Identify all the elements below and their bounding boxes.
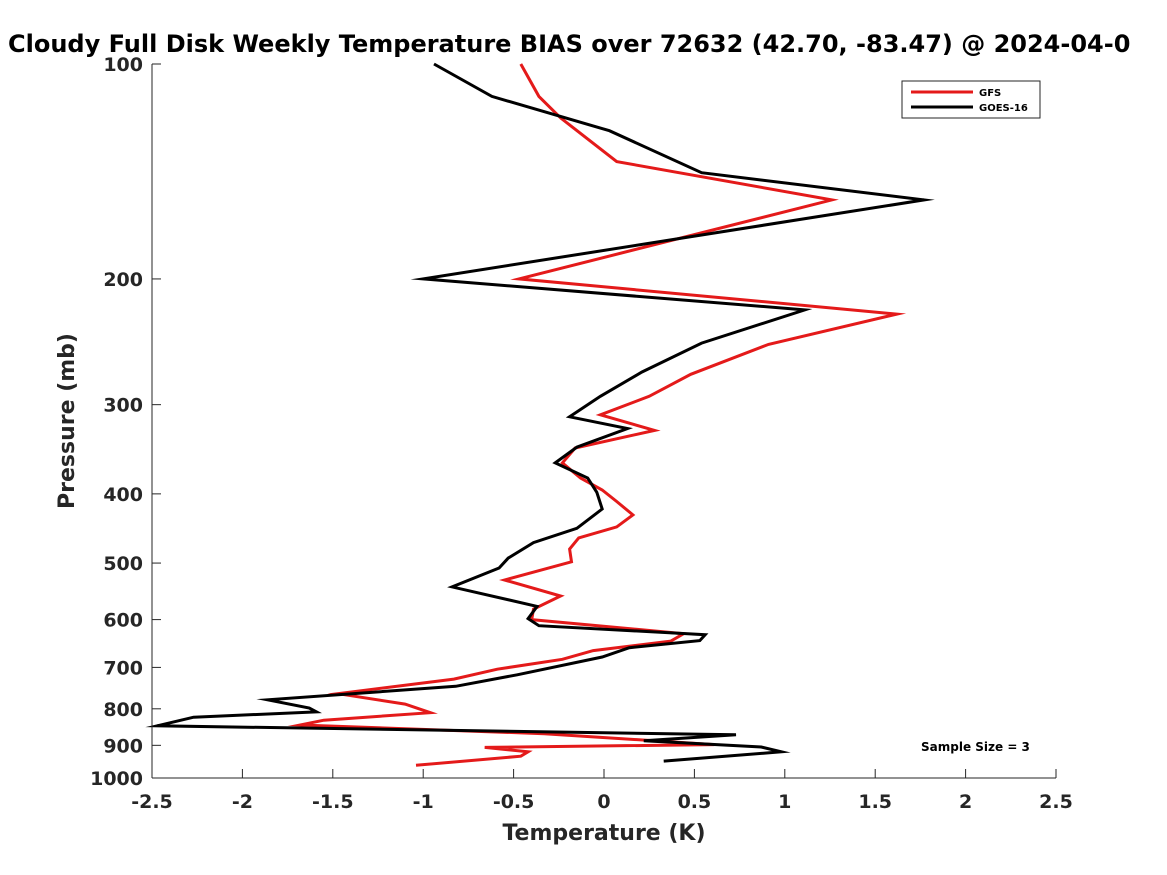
x-axis-label: Temperature (K) — [502, 821, 705, 846]
chart-title: Cloudy Full Disk Weekly Temperature BIAS… — [8, 30, 1130, 58]
y-tick-label: 100 — [103, 54, 143, 76]
series-line-goes16 — [145, 62, 935, 763]
x-tick-label: 1 — [778, 791, 791, 813]
x-tick-label: 2 — [959, 791, 972, 813]
x-tick-label: -1 — [413, 791, 434, 813]
y-tick-label: 800 — [103, 699, 143, 721]
plot-area — [145, 62, 935, 767]
sample-size-annotation: Sample Size = 3 — [921, 740, 1030, 754]
x-tick-label: -0.5 — [493, 791, 535, 813]
series-line-gfs — [287, 63, 907, 767]
y-tick-label: 500 — [103, 553, 143, 575]
y-tick-label: 400 — [103, 484, 143, 506]
x-tick-label: -2 — [232, 791, 253, 813]
y-tick-label: 900 — [103, 735, 143, 757]
x-tick-label: 0.5 — [678, 791, 712, 813]
x-tick-label: 1.5 — [858, 791, 892, 813]
x-tick-label: -2.5 — [131, 791, 173, 813]
legend-box — [901, 80, 1041, 119]
x-tick-label: 2.5 — [1039, 791, 1073, 813]
y-axis-label: Pressure (mb) — [55, 333, 80, 509]
legend-label-gfs: GFS — [979, 88, 1001, 99]
y-tick-label: 700 — [103, 657, 143, 679]
y-tick-label: 1000 — [90, 768, 143, 790]
x-tick-label: 0 — [597, 791, 610, 813]
legend-label-goes16: GOES-16 — [979, 103, 1028, 114]
y-tick-label: 600 — [103, 610, 143, 632]
legend: GFS GOES-16 — [901, 80, 1041, 119]
y-tick-label: 300 — [103, 395, 143, 417]
y-tick-label: 200 — [103, 269, 143, 291]
x-tick-label: -1.5 — [312, 791, 354, 813]
x-axis: -2.5 -2 -1.5 -1 -0.5 0 0.5 1 1.5 2 2.5 — [131, 769, 1073, 813]
y-axis: 100 200 300 400 500 600 700 800 900 1000 — [90, 54, 161, 790]
